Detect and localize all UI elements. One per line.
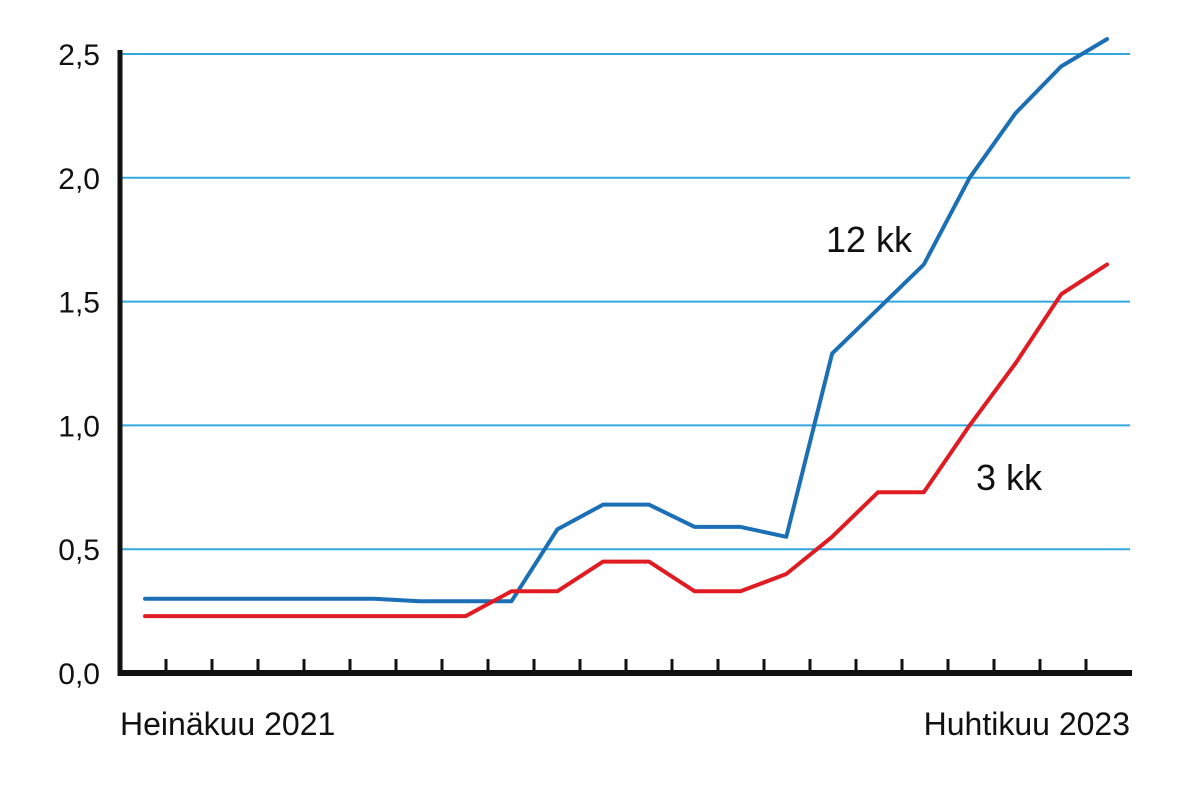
y-tick-label: 2,5: [58, 39, 100, 72]
x-start-label: Heinäkuu 2021: [120, 706, 335, 742]
x-end-label: Huhtikuu 2023: [924, 706, 1130, 742]
y-axis-tick-labels: 0,0 0,5 1,0 1,5 2,0 2,5: [58, 39, 100, 691]
series-label-3kk: 3 kk: [976, 457, 1043, 498]
y-tick-label: 2,0: [58, 163, 100, 196]
series-lines: [143, 37, 1109, 619]
y-tick-label: 0,0: [58, 658, 100, 691]
series-label-12kk: 12 kk: [826, 219, 913, 260]
series-line-3kk: [143, 262, 1109, 619]
series-line-12kk: [143, 37, 1109, 604]
x-axis-ticks: [164, 659, 1088, 673]
gridlines: [120, 53, 1130, 551]
y-tick-label: 1,5: [58, 287, 100, 320]
y-tick-label: 0,5: [58, 534, 100, 567]
y-tick-label: 1,0: [58, 410, 100, 443]
axes: [117, 50, 1132, 676]
